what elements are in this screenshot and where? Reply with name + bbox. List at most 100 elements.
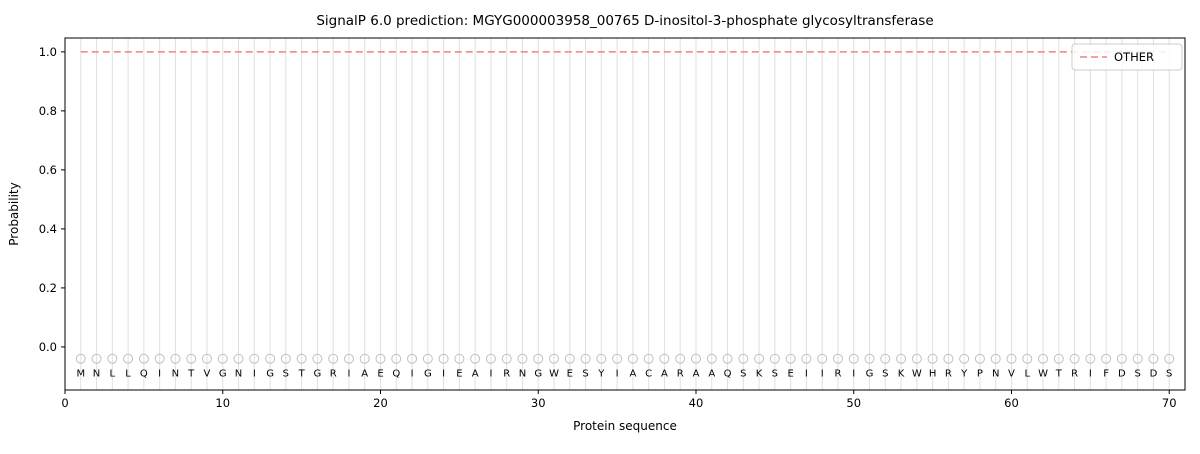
residue-letter: N bbox=[992, 369, 999, 380]
residue-marker bbox=[407, 353, 418, 364]
residue-letter: W bbox=[549, 369, 559, 380]
y-tick-label: 0.6 bbox=[39, 163, 57, 177]
y-tick-label: 0.8 bbox=[39, 104, 57, 118]
residue-marker bbox=[328, 353, 339, 364]
residue-letter: V bbox=[204, 369, 211, 380]
y-tick-label: 0.4 bbox=[39, 222, 57, 236]
residue-marker bbox=[722, 353, 733, 364]
residue-marker bbox=[375, 353, 386, 364]
residue-letter: V bbox=[1008, 369, 1015, 380]
residue-letter: A bbox=[693, 369, 700, 380]
residue-letter: R bbox=[945, 369, 952, 380]
x-tick-label: 10 bbox=[215, 396, 230, 410]
residue-marker bbox=[596, 353, 607, 364]
legend-box bbox=[1071, 43, 1183, 71]
residue-letter: P bbox=[977, 369, 983, 380]
residue-marker bbox=[343, 353, 354, 364]
residue-marker bbox=[296, 353, 307, 364]
x-tick-label: 20 bbox=[373, 396, 388, 410]
residue-marker bbox=[517, 353, 528, 364]
ticks-layer: 0 10 20 30 40 50 60 70 0.0 0.2 0.4 0.6 0.8 1.0 bbox=[39, 45, 1177, 410]
residue-letter: T bbox=[1055, 369, 1063, 380]
residue-letter: R bbox=[677, 369, 684, 380]
residue-letter: I bbox=[1089, 369, 1092, 380]
residue-marker bbox=[706, 353, 717, 364]
legend: OTHER bbox=[1071, 43, 1183, 71]
residue-letter: G bbox=[266, 369, 274, 380]
residue-marker bbox=[533, 353, 544, 364]
residue-letter: Q bbox=[392, 369, 400, 380]
residue-letter: I bbox=[821, 369, 824, 380]
residue-marker bbox=[990, 353, 1001, 364]
residue-letter: E bbox=[456, 369, 462, 380]
residue-letter: Q bbox=[140, 369, 148, 380]
residue-marker bbox=[1164, 353, 1175, 364]
residue-marker bbox=[501, 353, 512, 364]
residue-marker bbox=[832, 353, 843, 364]
residue-letter: R bbox=[1071, 369, 1078, 380]
y-tick-label: 0.0 bbox=[39, 340, 57, 354]
residue-letter: W bbox=[912, 369, 922, 380]
residue-letter: N bbox=[519, 369, 526, 380]
residue-marker bbox=[801, 353, 812, 364]
residue-marker bbox=[848, 353, 859, 364]
residue-marker bbox=[154, 353, 165, 364]
residue-letter: S bbox=[772, 369, 778, 380]
residue-marker bbox=[75, 353, 86, 364]
residue-letter: Y bbox=[597, 369, 605, 380]
residue-marker bbox=[233, 353, 244, 364]
y-tick-label: 0.2 bbox=[39, 281, 57, 295]
residue-letter: G bbox=[534, 369, 542, 380]
y-tick-label: 1.0 bbox=[39, 45, 57, 59]
residue-marker bbox=[754, 353, 765, 364]
residue-letter: A bbox=[661, 369, 668, 380]
residue-marker bbox=[927, 353, 938, 364]
residue-marker bbox=[880, 353, 891, 364]
residue-letter: Y bbox=[960, 369, 968, 380]
residue-letter: T bbox=[187, 369, 195, 380]
residue-marker bbox=[138, 353, 149, 364]
residue-letter: I bbox=[442, 369, 445, 380]
residue-marker bbox=[974, 353, 985, 364]
residue-letter: I bbox=[616, 369, 619, 380]
residue-marker bbox=[170, 353, 181, 364]
residue-marker bbox=[690, 353, 701, 364]
residue-letter: N bbox=[93, 369, 100, 380]
residue-marker bbox=[123, 353, 134, 364]
residue-marker bbox=[564, 353, 575, 364]
residue-marker bbox=[738, 353, 749, 364]
residue-marker bbox=[1148, 353, 1159, 364]
legend-label: OTHER bbox=[1114, 50, 1154, 64]
residue-marker bbox=[391, 353, 402, 364]
residue-marker bbox=[1132, 353, 1143, 364]
residue-letter: S bbox=[882, 369, 888, 380]
residue-marker bbox=[312, 353, 323, 364]
residue-marker bbox=[359, 353, 370, 364]
x-tick-label: 70 bbox=[1162, 396, 1177, 410]
residue-letter: D bbox=[1118, 369, 1126, 380]
residue-letter: N bbox=[172, 369, 179, 380]
residue-marker bbox=[943, 353, 954, 364]
residue-marker bbox=[549, 353, 560, 364]
x-tick-label: 30 bbox=[531, 396, 546, 410]
residue-letter: E bbox=[377, 369, 383, 380]
residue-letter: G bbox=[866, 369, 874, 380]
residue-marker bbox=[438, 353, 449, 364]
residue-marker bbox=[675, 353, 686, 364]
residue-letter: R bbox=[330, 369, 337, 380]
residue-marker bbox=[627, 353, 638, 364]
x-tick-label: 0 bbox=[61, 396, 68, 410]
residue-marker bbox=[1101, 353, 1112, 364]
residue-marker bbox=[817, 353, 828, 364]
residue-letter: L bbox=[110, 369, 116, 380]
residue-marker bbox=[769, 353, 780, 364]
residue-letter: K bbox=[898, 369, 905, 380]
residue-marker bbox=[186, 353, 197, 364]
residue-marker bbox=[201, 353, 212, 364]
residue-marker bbox=[280, 353, 291, 364]
residue-letter: M bbox=[76, 369, 85, 380]
residue-letter: L bbox=[1024, 369, 1030, 380]
residue-letter: S bbox=[740, 369, 746, 380]
